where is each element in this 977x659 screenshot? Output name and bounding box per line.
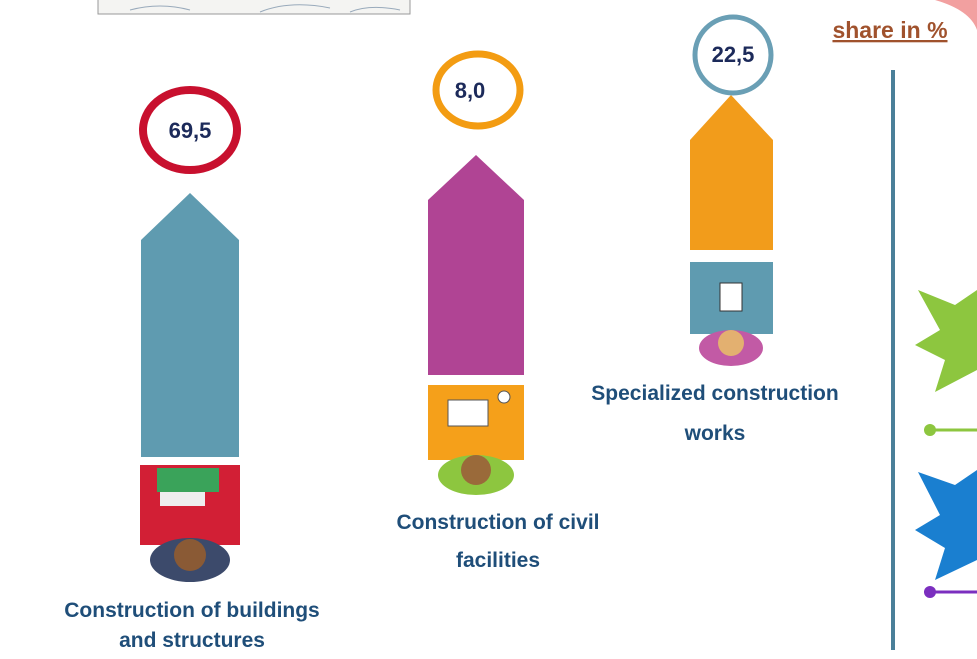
map-fragment: [97, 0, 411, 15]
book: [447, 399, 489, 427]
value: 22,5: [712, 42, 755, 67]
connector-dot: [924, 586, 936, 598]
monitor: [157, 468, 219, 492]
value-circle: [692, 14, 774, 96]
value-circle: [432, 50, 524, 130]
starburst: [915, 470, 977, 580]
tablet: [719, 282, 743, 312]
keyboard: [160, 492, 205, 506]
label: Construction of civil: [396, 511, 599, 534]
head: [174, 539, 206, 571]
head: [718, 330, 744, 356]
label: works: [684, 422, 746, 445]
cup: [497, 390, 511, 404]
label: and structures: [119, 629, 265, 652]
corner-decor: [935, 0, 977, 30]
arrow: [690, 95, 773, 250]
starburst: [915, 290, 977, 392]
label: Specialized construction: [591, 382, 838, 405]
connector-dot: [924, 424, 936, 436]
label: facilities: [456, 549, 540, 572]
title: share in %: [832, 17, 947, 43]
value: 8,0: [455, 78, 486, 103]
label: Construction of buildings: [64, 599, 319, 622]
head: [461, 455, 491, 485]
value-circle: [139, 86, 241, 174]
arrow: [141, 193, 239, 457]
arrow: [428, 155, 524, 375]
map-lines: [129, 4, 401, 13]
value: 69,5: [169, 118, 212, 143]
